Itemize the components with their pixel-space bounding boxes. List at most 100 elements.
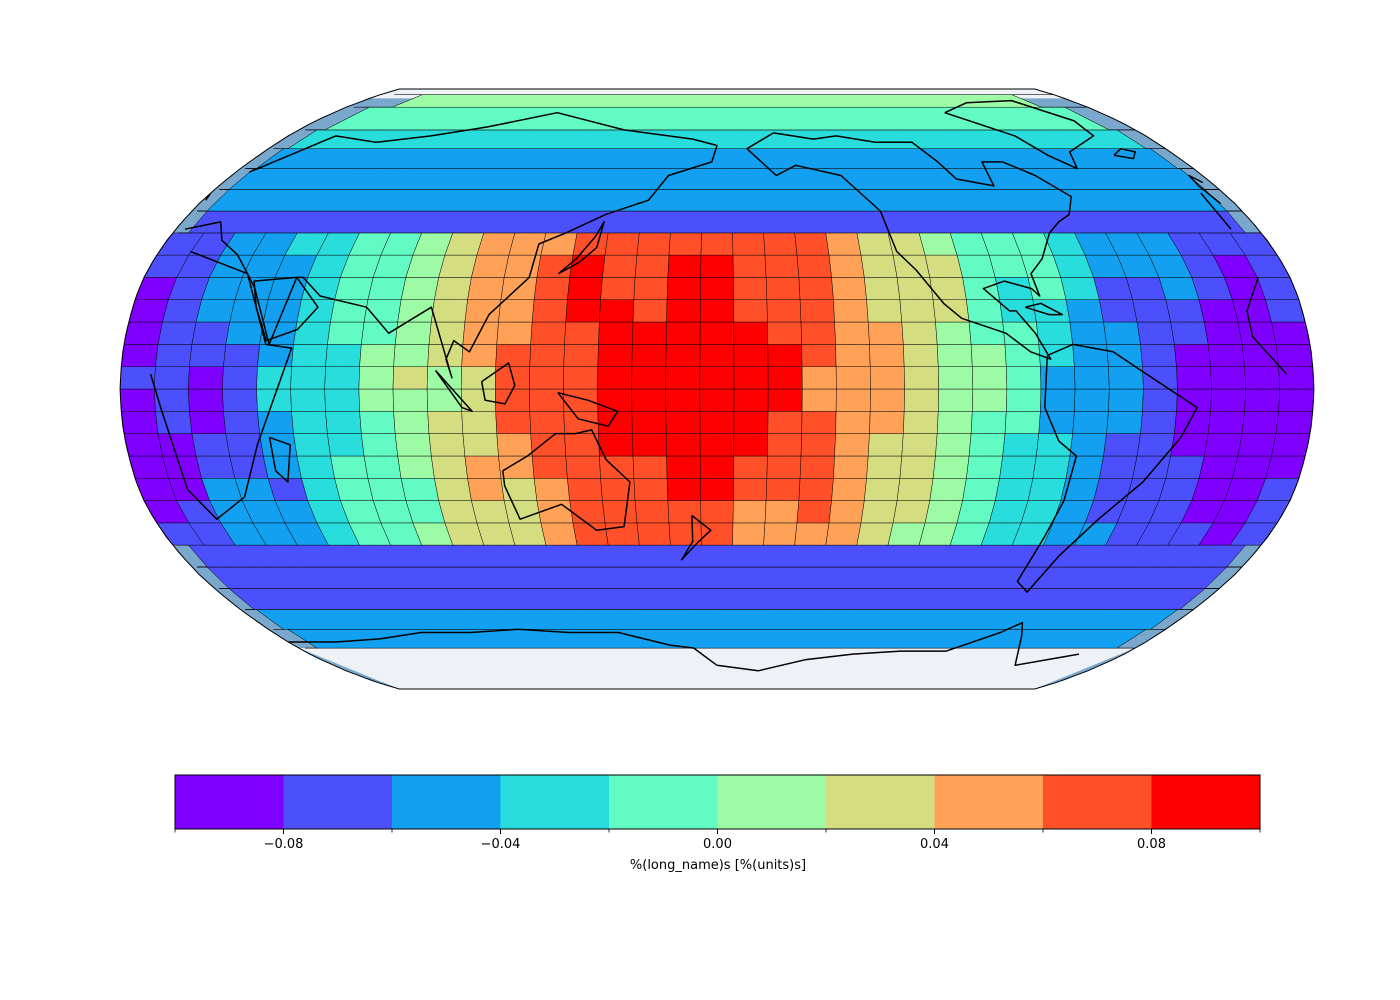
- coast-borneo: [480, 362, 516, 405]
- mesh-cell-461: [903, 344, 939, 367]
- mesh-cell-169: [508, 522, 547, 546]
- mesh-cell-463: [970, 344, 1007, 367]
- mesh-cell-406: [222, 366, 258, 390]
- mesh-cell-269: [330, 455, 369, 479]
- mesh-cell-474: [157, 321, 197, 345]
- mesh-cell-288: [966, 455, 1003, 479]
- mesh-cell-483: [462, 321, 499, 345]
- mesh-cell-629: [668, 232, 702, 256]
- mesh-cell-623: [476, 232, 516, 256]
- mesh-cell-170: [540, 522, 578, 546]
- mesh-cell-268: [296, 455, 335, 479]
- mesh-cell-244: [666, 478, 701, 501]
- colorbar-bin-5: [717, 775, 827, 829]
- colorbar-bin-8: [1043, 775, 1152, 829]
- mesh-cell-379: [495, 388, 531, 412]
- mesh-cell-524: [666, 299, 701, 323]
- mesh-cell-400: [1210, 388, 1246, 412]
- mesh-cell-440: [189, 344, 227, 367]
- mesh-cell-603: [956, 254, 996, 278]
- mesh-cell-499: [1002, 321, 1040, 345]
- mesh-cell-270: [363, 455, 402, 479]
- mesh-cell-321: [901, 433, 938, 457]
- mesh-cell-342: [427, 411, 464, 434]
- mesh-cell-586: [405, 254, 446, 278]
- mesh-cell-439: [155, 344, 193, 367]
- mesh-cell-243: [633, 478, 669, 501]
- coast-cuba: [1025, 302, 1064, 316]
- mesh-cell-635: [856, 232, 894, 256]
- mesh-cell-523: [632, 299, 668, 323]
- mesh-cell-210: [700, 500, 734, 524]
- mesh-cell-310: [530, 433, 567, 457]
- colorbar-bin-2: [392, 775, 501, 829]
- mesh-cell-821: [307, 106, 1136, 131]
- mesh-cell-389: [835, 388, 871, 412]
- mesh-cell-438: [121, 344, 159, 367]
- mesh-cell-453: [631, 344, 667, 367]
- mesh-cell-236: [400, 478, 439, 501]
- mesh-cell-363: [1140, 411, 1177, 434]
- mesh-cell-392: [938, 388, 974, 412]
- mesh-cell-336: [223, 411, 260, 434]
- mesh-cell-325: [1036, 433, 1073, 457]
- mesh-cell-432: [1108, 366, 1144, 390]
- mesh-cell-404: [153, 366, 190, 390]
- mesh-cell-542: [1265, 299, 1306, 323]
- mesh-cell-203: [471, 500, 510, 524]
- mesh-cell-550: [367, 277, 407, 300]
- mesh-cell-416: [563, 366, 599, 390]
- mesh-cell-631: [732, 232, 766, 256]
- colorbar-bins: [175, 775, 1261, 829]
- mesh-cell-248: [798, 478, 834, 501]
- mesh-cell-409: [324, 366, 360, 390]
- mesh-cell-482: [428, 321, 466, 345]
- mesh-cell-598: [796, 254, 832, 278]
- mesh-cell-553: [467, 277, 505, 300]
- mesh-cell-488: [632, 321, 667, 345]
- mesh-cell-460: [869, 344, 905, 367]
- mesh-cell-571: [1060, 277, 1100, 300]
- mesh-cell-344: [495, 411, 531, 434]
- mesh-cell-323: [968, 433, 1006, 457]
- mesh-cell-327: [1103, 433, 1141, 457]
- mesh-cell-534: [999, 299, 1037, 323]
- coast-greenland: [944, 99, 1095, 170]
- mesh-cell-397: [1108, 388, 1144, 412]
- mesh-cell-254: [995, 478, 1034, 501]
- mesh-cell-479: [327, 321, 365, 345]
- mesh-cell-275: [531, 455, 568, 479]
- mesh-cell-587: [438, 254, 478, 278]
- mesh-cell-373: [290, 388, 326, 412]
- mesh-cell-356: [903, 411, 939, 434]
- mesh-cell-591: [569, 254, 606, 278]
- mesh-cell-271: [397, 455, 435, 479]
- mesh-cell-217: [924, 500, 963, 524]
- mesh-cell-168: [476, 522, 516, 546]
- mesh-cell-426: [903, 366, 939, 390]
- mesh-cell-349: [665, 411, 701, 434]
- mesh-cell-375: [358, 388, 394, 412]
- mesh-cell-309: [496, 433, 533, 457]
- mesh-cell-314: [665, 433, 701, 457]
- coast-madagascar: [268, 436, 291, 483]
- mesh-cell-366: [1241, 411, 1279, 434]
- mesh-cell-52: [245, 609, 1194, 630]
- mesh-cell-284: [833, 455, 869, 479]
- mesh-cell-444: [325, 344, 362, 367]
- mesh-cell-528: [799, 299, 835, 323]
- mesh-cell-436: [1244, 366, 1281, 390]
- mesh-cell-520: [531, 299, 568, 323]
- mesh-cell-206: [569, 500, 606, 524]
- mesh-cell-717: [197, 189, 1242, 212]
- mesh-cell-682: [178, 210, 1261, 234]
- mesh-cell-273: [464, 455, 502, 479]
- mesh-cell-384: [665, 388, 701, 412]
- mesh-cell-290: [1032, 455, 1071, 479]
- mesh-cell-489: [665, 321, 701, 345]
- mesh-cell-298: [123, 433, 163, 457]
- mesh-cell-557: [600, 277, 636, 300]
- mesh-cell-387: [767, 388, 803, 412]
- mesh-cell-530: [866, 299, 903, 323]
- mesh-cell-322: [935, 433, 972, 457]
